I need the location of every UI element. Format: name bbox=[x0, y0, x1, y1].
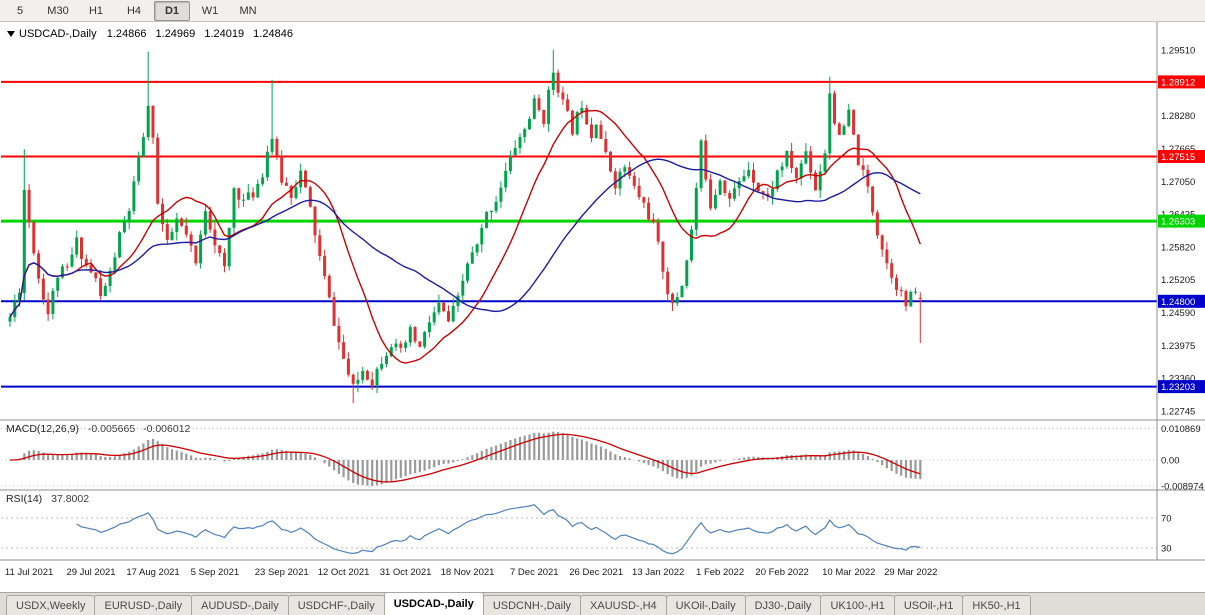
ma-fast-line bbox=[9, 109, 921, 364]
rsi-indicator-label: RSI(14) 37.8002 bbox=[6, 493, 89, 505]
axes-labels-layer: 1.295101.282801.276651.270501.264351.258… bbox=[5, 46, 1205, 578]
price-line-tag-label: 1.23203 bbox=[1161, 382, 1195, 393]
date-axis-label: 1 Feb 2022 bbox=[696, 567, 744, 578]
timeframe-button-mn[interactable]: MN bbox=[239, 4, 257, 17]
timeframe-button-m30[interactable]: M30 bbox=[47, 4, 69, 17]
price-line-tag-label: 1.26303 bbox=[1161, 217, 1195, 228]
date-axis-label: 31 Oct 2021 bbox=[380, 567, 432, 578]
macd-value: -0.005665 bbox=[88, 423, 135, 435]
rsi-line bbox=[76, 504, 921, 555]
chart-tab-xauusd-h4[interactable]: XAUUSD-,H4 bbox=[580, 595, 667, 615]
chart-tab-usdcad-daily[interactable]: USDCAD-,Daily bbox=[383, 593, 484, 615]
timeframe-button-d1[interactable]: D1 bbox=[154, 0, 190, 21]
date-axis-label: 23 Sep 2021 bbox=[255, 567, 309, 578]
date-axis-label: 7 Dec 2021 bbox=[510, 567, 559, 578]
rsi-value: 37.8002 bbox=[51, 493, 89, 505]
price-axis-label: 1.23975 bbox=[1161, 341, 1195, 352]
date-axis-label: 29 Mar 2022 bbox=[884, 567, 937, 578]
price-line-tag bbox=[1158, 294, 1205, 308]
timeframe-button-h4[interactable]: H4 bbox=[126, 4, 142, 17]
price-axis-label: 1.25820 bbox=[1161, 242, 1195, 253]
price-axis-label: 1.27665 bbox=[1161, 144, 1195, 155]
main-price-panel bbox=[1, 50, 1157, 404]
price-axis-label: 1.23360 bbox=[1161, 374, 1195, 385]
date-axis-label: 5 Sep 2021 bbox=[191, 567, 240, 578]
chart-tab-audusd-daily[interactable]: AUDUSD-,Daily bbox=[191, 595, 289, 615]
rsi-axis-label: 70 bbox=[1161, 514, 1172, 525]
chart-low-value: 1.24019 bbox=[204, 28, 244, 40]
macd-axis-label: 0.010869 bbox=[1161, 424, 1201, 435]
chart-high-value: 1.24969 bbox=[156, 28, 196, 40]
chart-tab-usdx-weekly[interactable]: USDX,Weekly bbox=[6, 595, 96, 615]
chart-tabs-bar: USDX,Weekly EURUSD-,Daily AUDUSD-,Daily USD… bbox=[0, 592, 1205, 615]
macd-signal-line bbox=[9, 433, 921, 483]
price-line-tag bbox=[1158, 150, 1205, 163]
date-axis-label: 13 Jan 2022 bbox=[632, 567, 684, 578]
chart-ohlc-title: USDCAD-,Daily 1.24866 1.24969 1.24019 1.… bbox=[19, 28, 293, 40]
chart-tab-usoil-h1[interactable]: USOil-,H1 bbox=[893, 595, 964, 615]
macd-indicator-label: MACD(12,26,9) -0.005665 -0.006012 bbox=[6, 423, 191, 435]
chart-background bbox=[0, 22, 1205, 592]
macd-signal-value: -0.006012 bbox=[143, 423, 190, 435]
timeframe-button-5[interactable]: 5 bbox=[16, 4, 24, 17]
macd-axis-label: -0.008974 bbox=[1161, 482, 1204, 493]
date-axis-label: 11 Jul 2021 bbox=[5, 567, 53, 578]
price-axis-label: 1.29510 bbox=[1161, 46, 1195, 57]
chart-tab-eurusd-daily[interactable]: EURUSD-,Daily bbox=[94, 595, 193, 615]
price-line-tag bbox=[1158, 380, 1205, 394]
date-axis-label: 18 Nov 2021 bbox=[441, 567, 495, 578]
price-line-tag bbox=[1158, 214, 1205, 228]
chart-tab-hk50-h1[interactable]: HK50-,H1 bbox=[962, 595, 1031, 615]
price-axis-label: 1.22745 bbox=[1161, 407, 1195, 418]
timeframe-button-w1[interactable]: W1 bbox=[201, 4, 219, 17]
chart-tab-dj30-daily[interactable]: DJ30-,Daily bbox=[744, 595, 822, 615]
price-line-tag bbox=[1158, 75, 1205, 89]
macd-name: MACD(12,26,9) bbox=[6, 423, 79, 435]
chart-close-value: 1.24846 bbox=[253, 28, 293, 40]
price-line-tag-label: 1.24800 bbox=[1161, 297, 1195, 308]
price-axis-label: 1.25205 bbox=[1161, 275, 1195, 286]
ma-slow-line bbox=[9, 158, 921, 318]
chart-canvas[interactable]: 1.295101.282801.276651.270501.264351.258… bbox=[0, 22, 1205, 592]
rsi-panel bbox=[1, 504, 1157, 555]
timeframe-toolbar: 5 M30 H1 H4 D1 W1 MN bbox=[0, 0, 1205, 22]
rsi-axis-label: 30 bbox=[1161, 544, 1172, 555]
chart-dropdown-icon[interactable] bbox=[7, 31, 15, 37]
date-axis-label: 17 Aug 2021 bbox=[126, 567, 179, 578]
macd-axis-label: 0.00 bbox=[1161, 456, 1180, 467]
chart-symbol-label: USDCAD-,Daily bbox=[19, 28, 97, 40]
macd-panel bbox=[1, 428, 1157, 487]
rsi-name: RSI(14) bbox=[6, 493, 42, 505]
price-line-tag-label: 1.28912 bbox=[1161, 77, 1195, 88]
chart-tab-usdcnh-daily[interactable]: USDCNH-,Daily bbox=[482, 595, 582, 615]
date-axis-label: 10 Mar 2022 bbox=[822, 567, 875, 578]
chart-tab-ukoil-daily[interactable]: UKOil-,Daily bbox=[665, 595, 746, 615]
price-axis-label: 1.27050 bbox=[1161, 177, 1195, 188]
date-axis-label: 20 Feb 2022 bbox=[755, 567, 808, 578]
chart-tab-uk100-h1[interactable]: UK100-,H1 bbox=[820, 595, 895, 615]
price-axis-label: 1.28280 bbox=[1161, 111, 1195, 122]
price-line-tag-label: 1.27515 bbox=[1161, 152, 1195, 163]
price-axis-label: 1.24590 bbox=[1161, 308, 1195, 319]
date-axis-label: 12 Oct 2021 bbox=[318, 567, 370, 578]
timeframe-button-h1[interactable]: H1 bbox=[88, 4, 104, 17]
date-axis-label: 29 Jul 2021 bbox=[66, 567, 115, 578]
chart-tab-usdchf-daily[interactable]: USDCHF-,Daily bbox=[287, 595, 385, 615]
date-axis-label: 26 Dec 2021 bbox=[569, 567, 623, 578]
chart-open-value: 1.24866 bbox=[107, 28, 147, 40]
